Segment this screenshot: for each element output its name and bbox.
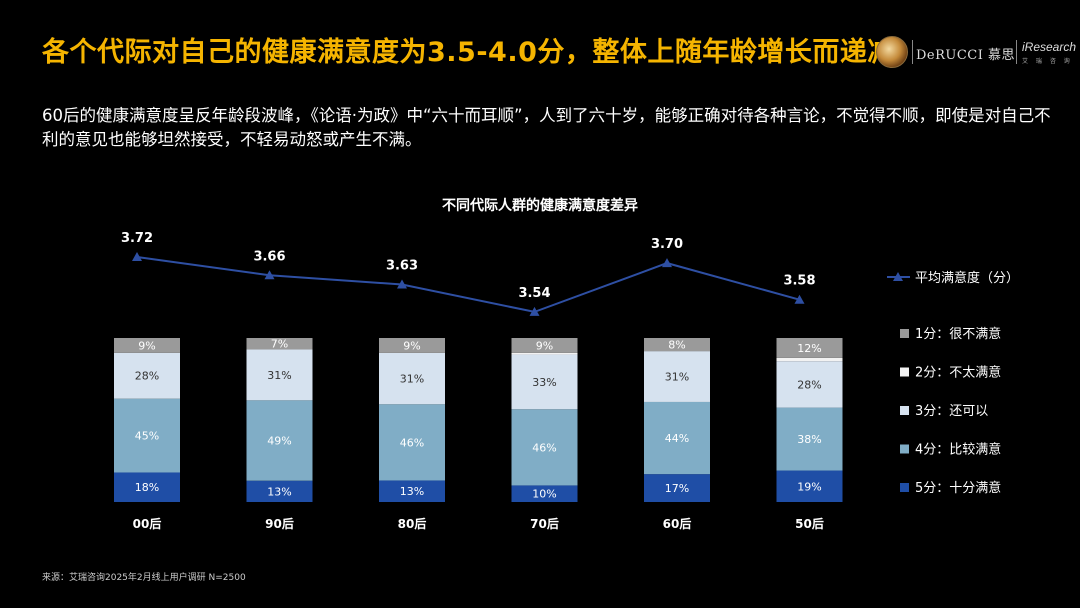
bar-data-label: 31%	[267, 369, 291, 382]
bar-segment	[776, 357, 843, 362]
line-data-label: 3.54	[518, 286, 550, 301]
line-point-marker	[264, 270, 275, 280]
source-note: 来源：艾瑞咨询2025年2月线上用户调研 N=2500	[42, 573, 246, 583]
bar-segment	[776, 338, 843, 358]
bar-data-label: 17%	[665, 482, 689, 495]
bar-data-label: 46%	[532, 441, 556, 454]
bar-segment	[511, 409, 578, 486]
logo-separator	[1016, 40, 1017, 64]
bar-segment	[776, 407, 843, 471]
bar-segment	[644, 351, 710, 402]
line-point-marker	[794, 294, 805, 304]
bar-segment	[511, 354, 578, 410]
legend-label: 2分：不太满意	[915, 365, 1001, 381]
bar-data-label: 38%	[797, 433, 821, 446]
logo-separator	[912, 40, 913, 64]
x-tick-label: 60后	[663, 516, 692, 531]
bar-segment	[379, 338, 445, 353]
bar-data-label: 13%	[267, 485, 291, 498]
line-point-marker	[529, 306, 540, 316]
bar-data-label: 19%	[797, 480, 821, 493]
legend-swatch	[900, 367, 909, 377]
line-series-path	[136, 256, 800, 313]
bar-data-label: 13%	[400, 485, 424, 498]
bar-segment	[114, 352, 180, 399]
bar-data-label: 10%	[532, 488, 556, 501]
bar-segment	[644, 338, 710, 352]
legend-label: 5分：十分满意	[915, 480, 1001, 496]
derucci-logo: DeRUCCI 慕思	[916, 48, 1016, 63]
bar-segment	[776, 361, 843, 408]
bar-segment	[246, 338, 313, 350]
bar-data-label: 46%	[400, 436, 424, 449]
bar-segment	[511, 485, 578, 502]
bar-segment	[114, 398, 180, 473]
bar-data-label: 49%	[267, 435, 291, 448]
bar-segment	[511, 338, 578, 353]
legend-label: 平均满意度（分）	[915, 270, 1019, 286]
legend-swatch	[900, 329, 909, 338]
line-data-label: 3.72	[121, 231, 153, 246]
bar-data-label: 8%	[668, 339, 685, 352]
line-point-marker	[132, 252, 142, 261]
legend-line-marker	[893, 272, 903, 281]
line-data-label: 3.70	[651, 237, 683, 252]
legend-label: 4分：比较满意	[915, 442, 1001, 458]
legend-swatch	[900, 406, 909, 415]
chart-title: 不同代际人群的健康满意度差异	[442, 197, 638, 214]
intro-paragraph: 60后的健康满意度呈反年龄段波峰，《论语·为政》中“六十而耳顺”，人到了六十岁，…	[42, 106, 1051, 149]
line-point-marker	[397, 279, 407, 289]
legend-label: 1分：很不满意	[915, 326, 1001, 342]
bar-data-label: 31%	[400, 373, 424, 386]
bar-data-label: 44%	[665, 432, 689, 445]
bar-segment	[114, 472, 180, 502]
bar-data-label: 18%	[135, 481, 159, 494]
bar-segment	[246, 480, 313, 502]
bar-segment	[776, 470, 843, 502]
bar-segment	[644, 401, 710, 475]
bar-data-label: 9%	[138, 339, 155, 352]
page-title: 各个代际对自己的健康满意度为3.5-4.0分，整体上随年龄增长而递减	[42, 37, 895, 68]
emblem-icon	[876, 36, 908, 68]
bar-data-label: 28%	[135, 370, 159, 383]
bar-segment	[246, 349, 313, 401]
bar-data-label: 7%	[271, 338, 288, 351]
x-tick-label: 90后	[265, 516, 294, 531]
bar-segment	[511, 352, 578, 355]
line-point-marker	[662, 258, 672, 268]
legend-swatch	[900, 483, 909, 492]
bar-data-label: 31%	[665, 371, 689, 384]
bar-segment	[114, 338, 180, 353]
bar-data-label: 33%	[532, 376, 556, 389]
brand-logos: DeRUCCI 慕思 iResearch 艾 瑞 咨 询	[876, 34, 1076, 70]
bar-segment	[379, 480, 445, 502]
bar-data-label: 12%	[797, 342, 821, 355]
bar-data-label: 28%	[797, 378, 821, 391]
line-data-label: 3.66	[253, 249, 285, 264]
x-tick-label: 80后	[398, 516, 427, 531]
legend-label: 3分：还可以	[915, 404, 988, 419]
bar-segment	[379, 404, 445, 481]
bar-segment	[379, 352, 445, 405]
bar-data-label: 45%	[135, 430, 159, 443]
iresearch-logo-subtitle: 艾 瑞 咨 询	[1022, 58, 1073, 65]
line-data-label: 3.63	[386, 258, 418, 273]
bar-data-label: 9%	[403, 339, 420, 352]
bar-segment	[246, 400, 313, 481]
line-data-label: 3.58	[783, 274, 815, 289]
bar-data-label: 9%	[536, 339, 553, 352]
legend-swatch	[900, 444, 909, 454]
x-tick-label: 50后	[795, 516, 824, 531]
iresearch-logo: iResearch	[1022, 40, 1077, 54]
x-tick-label: 00后	[133, 516, 162, 531]
x-tick-label: 70后	[530, 516, 559, 531]
bar-segment	[644, 474, 710, 502]
